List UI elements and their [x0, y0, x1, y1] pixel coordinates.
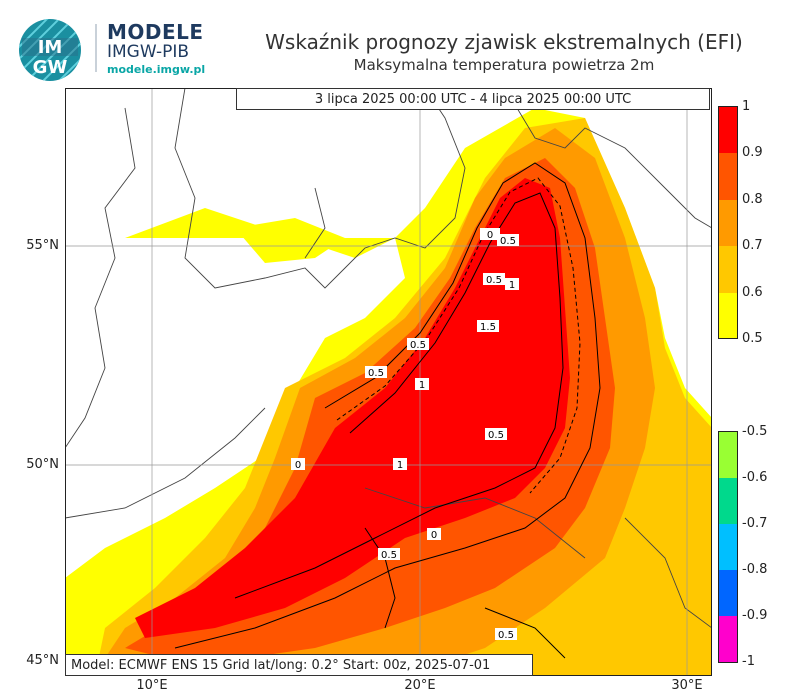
lat-label-55: 55°N [26, 238, 59, 253]
lon-label-30: 30°E [671, 678, 703, 693]
colorbar-neg-seg-2 [719, 478, 737, 524]
colorbar-pos-label: 1 [742, 99, 751, 114]
colorbar-positive [718, 106, 738, 339]
efi-map: 0 0.5 0.5 1 1.5 0.5 0.5 1 0.5 0 1 0.5 0 … [65, 88, 712, 676]
contour-label-1b: 1 [419, 380, 425, 391]
valid-period-label: 3 lipca 2025 00:00 UTC - 4 lipca 2025 00… [236, 88, 710, 110]
contour-label-0b: 0 [295, 460, 301, 471]
logo-text-top: IM [38, 37, 63, 58]
imgw-logo: IM GW [19, 19, 81, 81]
contour-label-1: 1 [509, 280, 515, 291]
colorbar-pos-seg-4 [719, 246, 737, 293]
colorbar-neg-label: -0.7 [742, 516, 768, 531]
colorbar-pos-label: 0.6 [742, 285, 763, 300]
brand-url[interactable]: modele.imgw.pl [107, 63, 206, 76]
logo-text-bottom: GW [33, 57, 68, 78]
contour-label-05b: 0.5 [486, 275, 502, 286]
colorbar-neg-seg-3 [719, 524, 737, 570]
page-subtitle: Maksymalna temperatura powietrza 2m [353, 56, 655, 74]
colorbar-neg-seg-5 [719, 616, 737, 662]
brand-name: MODELE [107, 20, 204, 44]
contour-label-0: 0 [487, 230, 493, 241]
coastlines [65, 88, 712, 629]
colorbar-pos-seg-1 [719, 107, 737, 153]
colorbar-neg-label: -0.9 [742, 608, 768, 623]
colorbar-neg-label: -0.8 [742, 562, 768, 577]
brand-institute: IMGW-PIB [107, 42, 190, 62]
contour-label-05f: 0.5 [381, 550, 397, 561]
contour-label-05e: 0.5 [488, 430, 504, 441]
lat-label-45: 45°N [26, 653, 59, 668]
colorbar-pos-seg-2 [719, 153, 737, 200]
colorbar-neg-seg-1 [719, 432, 737, 478]
colorbar-neg-label: -0.5 [742, 424, 768, 439]
contour-labels: 0 0.5 0.5 1 1.5 0.5 0.5 1 0.5 0 1 0.5 0 … [291, 228, 519, 641]
colorbar-pos-seg-5 [719, 293, 737, 338]
contour-label-1c: 1 [397, 460, 403, 471]
contour-label-05: 0.5 [500, 236, 516, 247]
contour-label-05g: 0.5 [498, 630, 514, 641]
colorbar-neg-label: -1 [742, 654, 755, 669]
colorbar-pos-label: 0.7 [742, 238, 763, 253]
colorbar-neg-seg-4 [719, 570, 737, 616]
contour-label-15: 1.5 [480, 322, 496, 333]
efi-region-red [135, 178, 570, 638]
efi-region-yellow-west [235, 218, 345, 263]
colorbar-pos-seg-3 [719, 200, 737, 246]
contour-label-05d: 0.5 [368, 368, 384, 379]
contour-label-05c: 0.5 [410, 340, 426, 351]
lat-label-50: 50°N [26, 457, 59, 472]
contour-label-0c: 0 [431, 530, 437, 541]
model-info-label: Model: ECMWF ENS 15 Grid lat/long: 0.2° … [65, 654, 533, 676]
colorbar-pos-label: 0.9 [742, 145, 763, 160]
colorbar-pos-label: 0.8 [742, 192, 763, 207]
logo-divider [95, 24, 97, 72]
page-title: Wskaźnik prognozy zjawisk ekstremalnych … [265, 30, 743, 54]
colorbar-neg-label: -0.6 [742, 470, 768, 485]
lon-label-10: 10°E [136, 678, 168, 693]
lon-label-20: 20°E [404, 678, 436, 693]
colorbar-negative [718, 431, 738, 663]
colorbar-pos-label: 0.5 [742, 331, 763, 346]
